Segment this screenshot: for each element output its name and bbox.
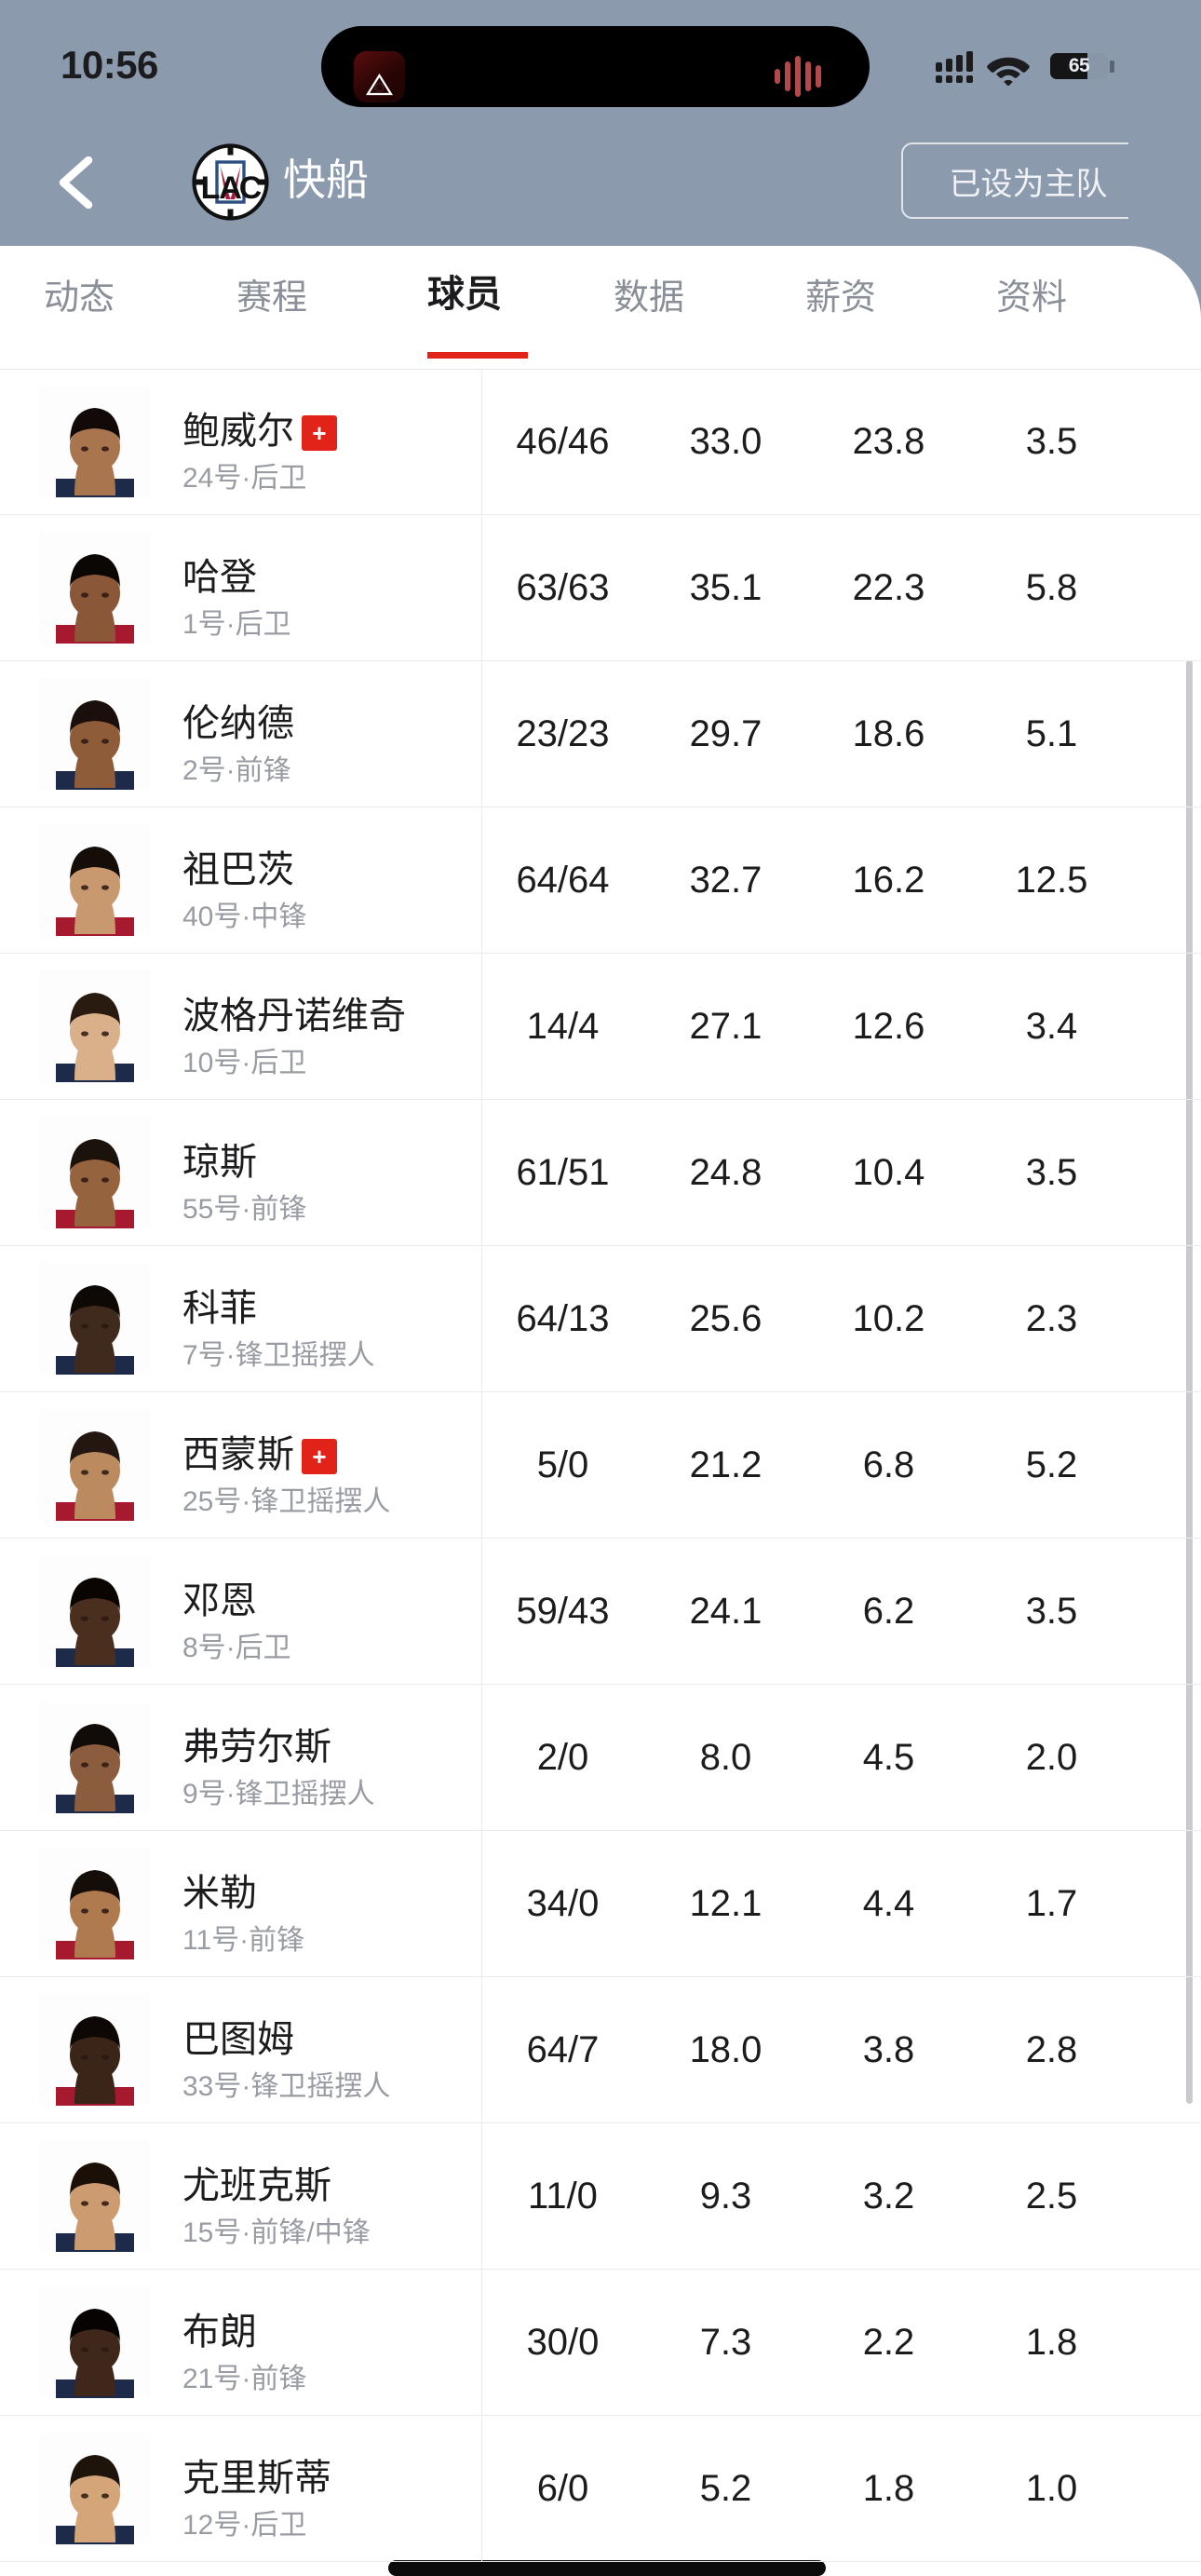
svg-text:L: L bbox=[201, 170, 221, 206]
svg-text:C: C bbox=[239, 170, 263, 206]
